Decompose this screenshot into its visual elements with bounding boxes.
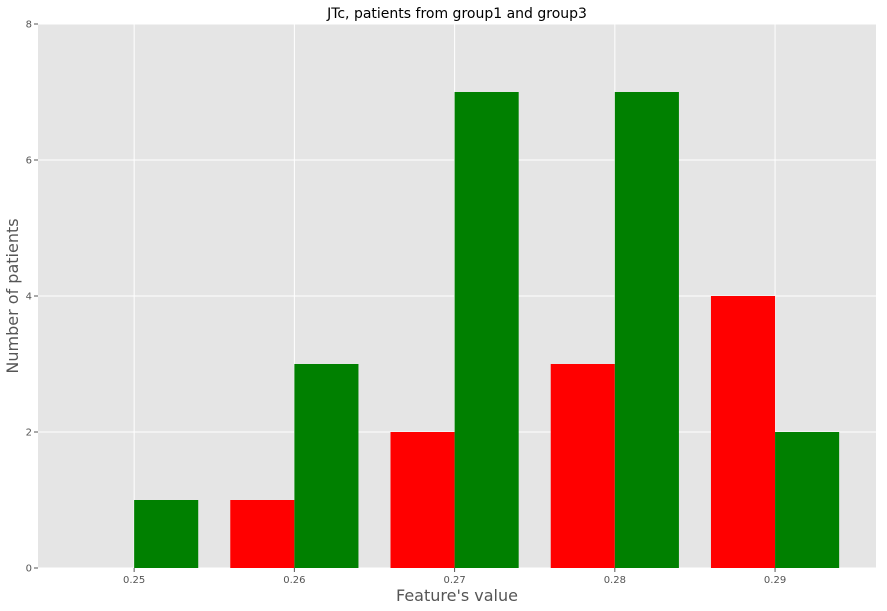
bars bbox=[134, 92, 840, 568]
y-tick-label: 8 bbox=[26, 20, 32, 31]
x-axis-ticks: 0.25 0.26 0.27 0.28 0.29 bbox=[123, 568, 786, 586]
bar-series1-0.28 bbox=[550, 364, 615, 568]
bar-series2-0.25 bbox=[134, 500, 199, 568]
bar-series2-0.26 bbox=[294, 364, 359, 568]
x-axis-label: Feature's value bbox=[396, 586, 518, 605]
chart-title: JTc, patients from group1 and group3 bbox=[326, 6, 587, 22]
bar-series2-0.28 bbox=[614, 92, 679, 568]
y-tick-label: 4 bbox=[26, 292, 32, 303]
y-axis-ticks: 0 2 4 6 8 bbox=[26, 20, 38, 575]
x-tick-label: 0.28 bbox=[604, 575, 626, 586]
x-tick-label: 0.26 bbox=[283, 575, 305, 586]
x-tick-label: 0.25 bbox=[123, 575, 145, 586]
bar-series1-0.27 bbox=[390, 432, 455, 568]
bar-series1-0.26 bbox=[230, 500, 295, 568]
bar-series2-0.29 bbox=[775, 432, 840, 568]
x-tick-label: 0.27 bbox=[443, 575, 465, 586]
y-axis-label: Number of patients bbox=[3, 218, 22, 373]
y-tick-label: 0 bbox=[26, 564, 32, 575]
x-tick-label: 0.29 bbox=[764, 575, 786, 586]
y-tick-label: 6 bbox=[26, 156, 32, 167]
y-tick-label: 2 bbox=[26, 428, 32, 439]
bar-series2-0.27 bbox=[454, 92, 519, 568]
bar-series1-0.29 bbox=[710, 296, 776, 568]
